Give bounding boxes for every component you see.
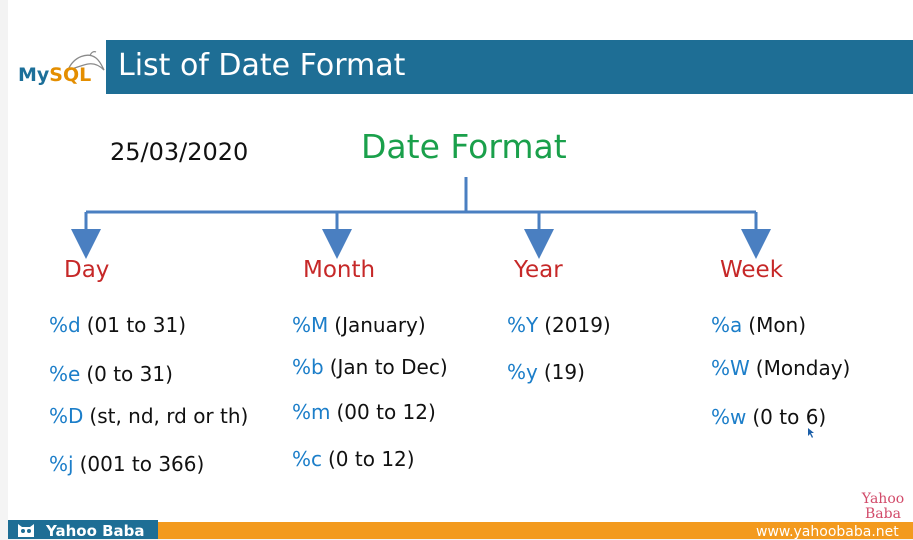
month-entry: %c (0 to 12) [292,447,415,471]
category-day: Day [64,257,110,283]
mysql-logo: MySQL [18,50,106,90]
month-entry: %b (Jan to Dec) [292,355,448,379]
day-entry: %j (001 to 366) [49,452,205,476]
year-entry: %Y (2019) [507,313,611,337]
day-entry: %e (0 to 31) [49,362,173,386]
category-month: Month [303,257,376,283]
mouse-cursor-icon [808,428,814,438]
diagram-title: Date Format [361,127,567,166]
dolphin-icon [66,51,105,71]
title-bar: List of Date Format [106,40,913,94]
category-year: Year [514,257,563,283]
footer-brand: Yahoo Baba [8,520,158,540]
logo-text: MySQL [18,64,92,86]
month-entry: %m (00 to 12) [292,400,436,424]
year-entry: %y (19) [507,360,585,384]
month-entry: %M (January) [292,313,426,337]
day-entry: %D (st, nd, rd or th) [49,404,249,428]
footer-bar [8,522,913,539]
date-example: 25/03/2020 [110,138,249,166]
owl-icon [18,524,34,537]
week-entry: %w (0 to 6) [711,405,827,429]
watermark-logo: Yahoo Baba [861,491,905,522]
website-link[interactable]: www.yahoobaba.net [756,524,899,540]
brand-name: Yahoo Baba [46,522,145,540]
slide-header: MySQL List of Date Format [8,40,913,94]
day-entry: %d (01 to 31) [49,313,186,337]
week-entry: %a (Mon) [711,313,807,337]
week-entry: %W (Monday) [711,356,851,380]
category-week: Week [720,257,784,283]
slide-title: List of Date Format [118,48,406,83]
